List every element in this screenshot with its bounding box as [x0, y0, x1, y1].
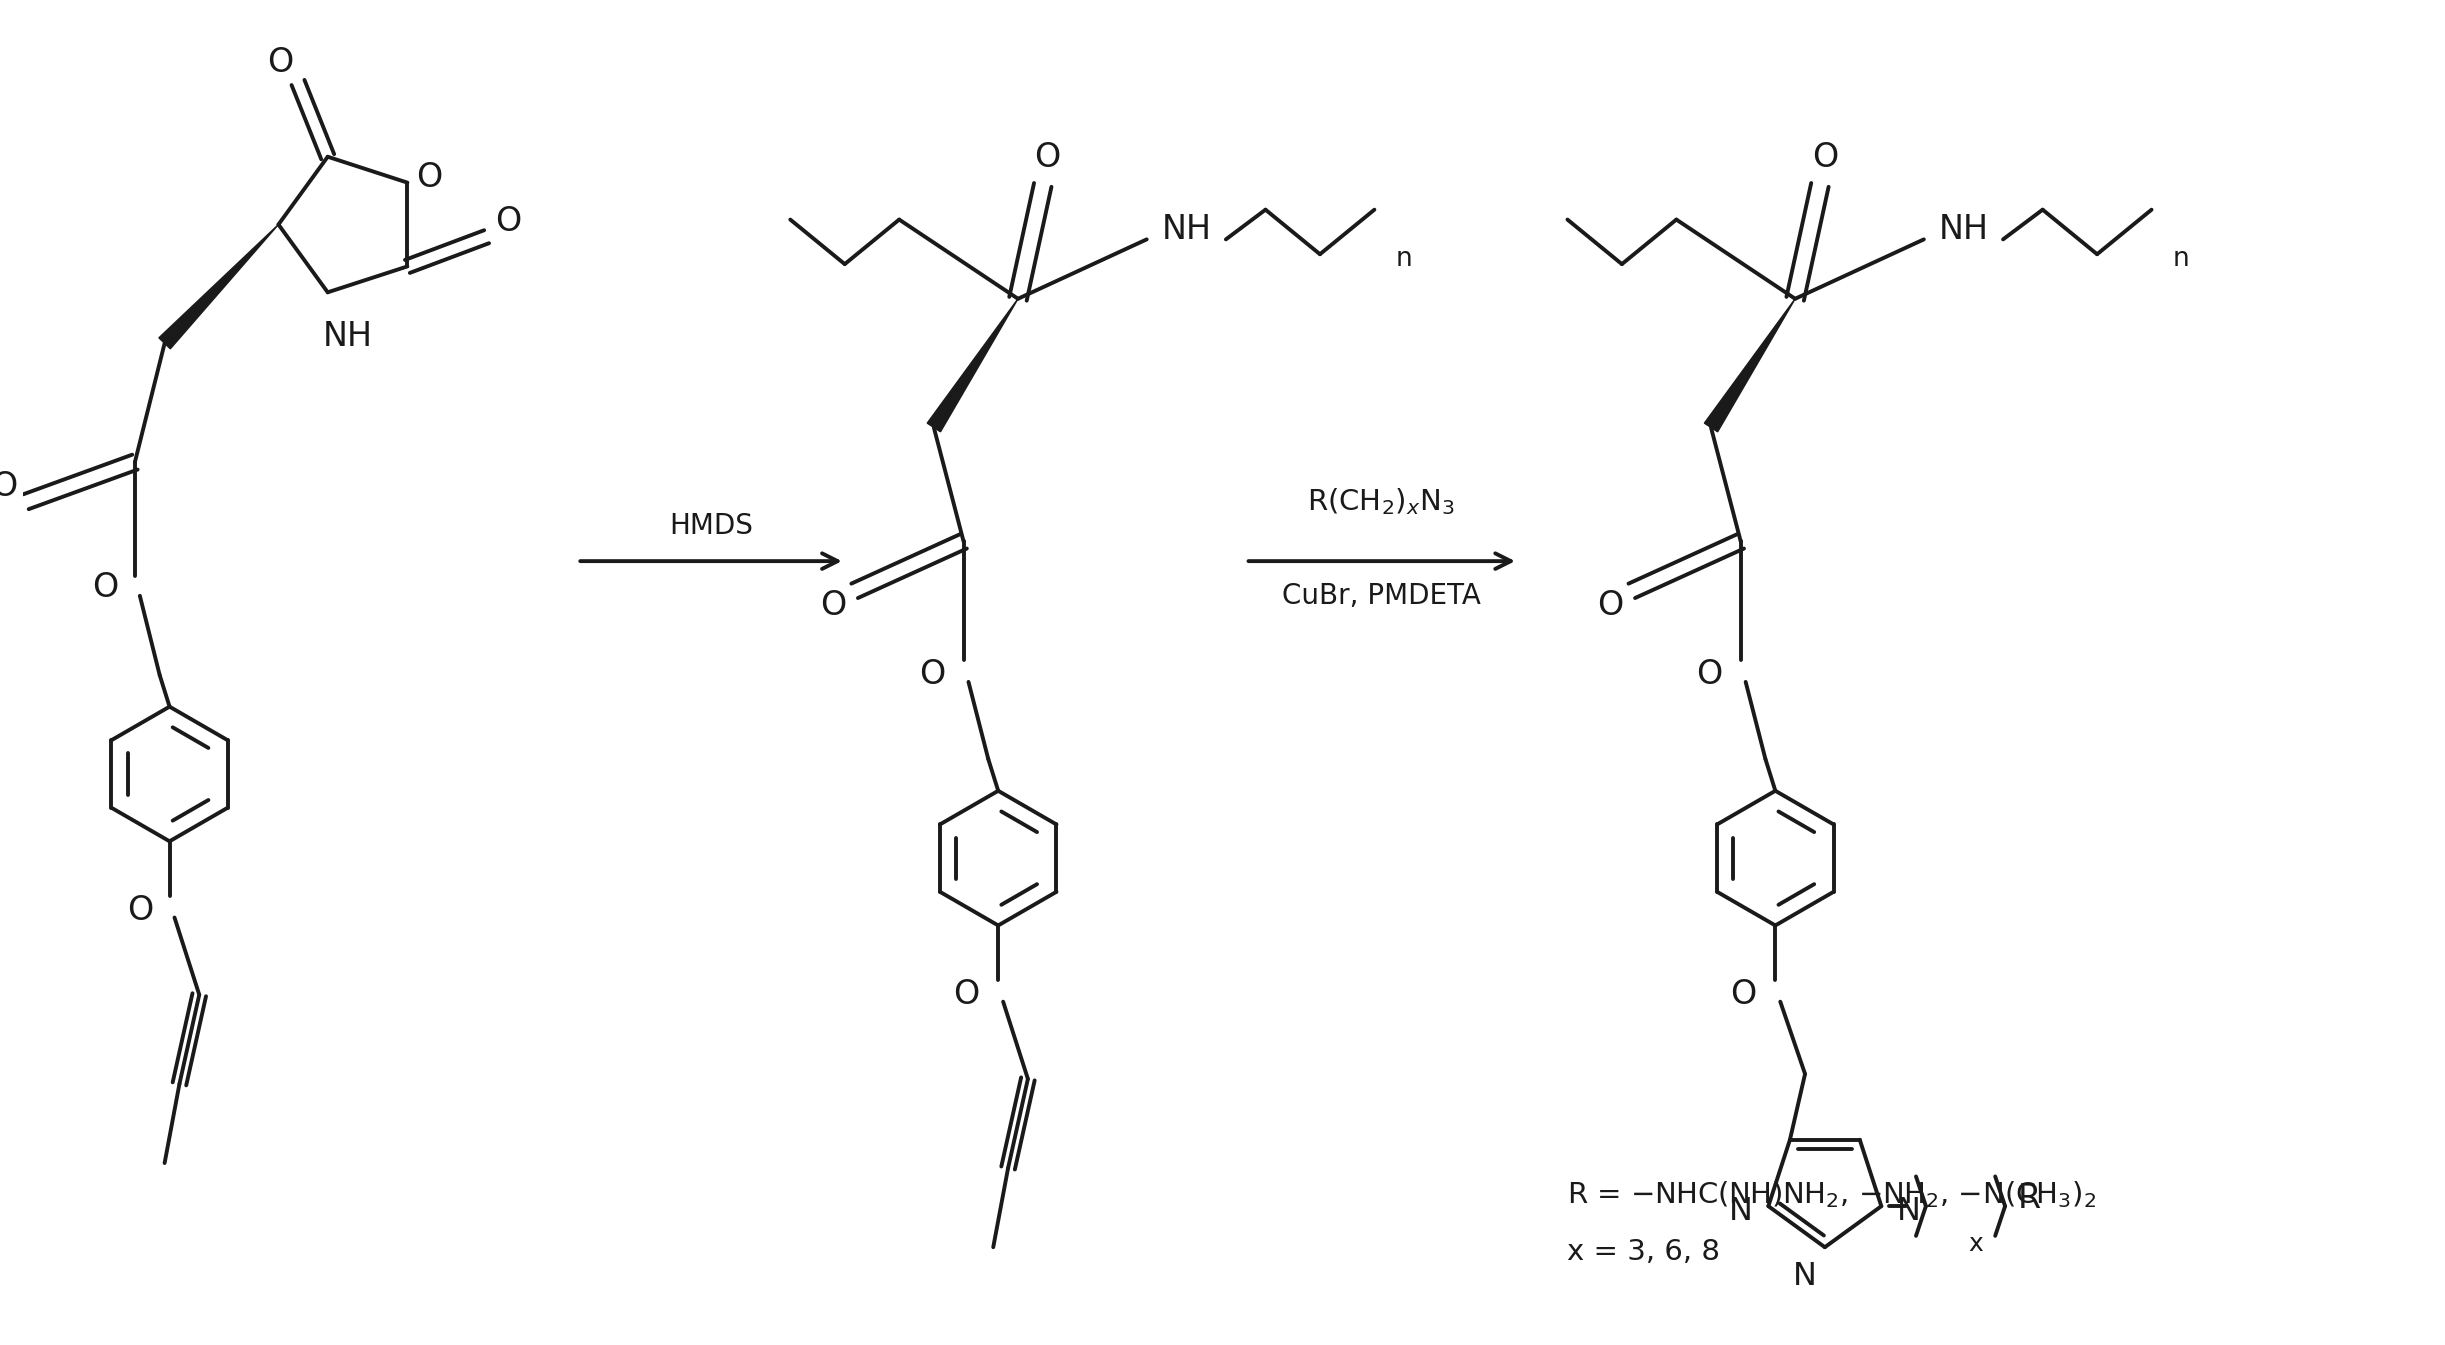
Text: O: O	[1812, 141, 1839, 174]
Text: N: N	[1729, 1196, 1753, 1227]
Text: O: O	[954, 978, 980, 1011]
Polygon shape	[1704, 299, 1795, 432]
Text: n: n	[1396, 246, 1413, 272]
Text: O: O	[267, 46, 293, 79]
Text: N: N	[1792, 1262, 1817, 1293]
Polygon shape	[927, 299, 1017, 432]
Text: R = $-$NHC(NH)NH$_2$, $-$NH$_2$, $-$N(CH$_3$)$_2$: R = $-$NHC(NH)NH$_2$, $-$NH$_2$, $-$N(CH…	[1567, 1180, 2098, 1210]
Text: O: O	[93, 572, 117, 604]
Text: N: N	[1897, 1196, 1922, 1227]
Text: x: x	[1968, 1232, 1983, 1256]
Text: O: O	[496, 206, 521, 238]
Text: O: O	[0, 471, 17, 503]
Text: O: O	[1697, 659, 1721, 691]
Text: R: R	[2017, 1182, 2042, 1215]
Text: n: n	[2174, 246, 2191, 272]
Text: CuBr, PMDETA: CuBr, PMDETA	[1281, 582, 1482, 609]
Polygon shape	[159, 225, 279, 348]
Text: O: O	[1034, 141, 1061, 174]
Text: NH: NH	[1161, 213, 1210, 246]
Text: O: O	[1597, 589, 1623, 623]
Text: HMDS: HMDS	[670, 512, 753, 541]
Text: O: O	[919, 659, 944, 691]
Text: NH: NH	[1939, 213, 1988, 246]
Text: NH: NH	[323, 320, 372, 354]
Text: O: O	[1731, 978, 1758, 1011]
Text: O: O	[127, 894, 154, 927]
Text: O: O	[416, 161, 443, 194]
Text: x = 3, 6, 8: x = 3, 6, 8	[1567, 1239, 1721, 1266]
Text: O: O	[819, 589, 846, 623]
Text: R(CH$_2$)$_x$N$_3$: R(CH$_2$)$_x$N$_3$	[1308, 486, 1455, 516]
